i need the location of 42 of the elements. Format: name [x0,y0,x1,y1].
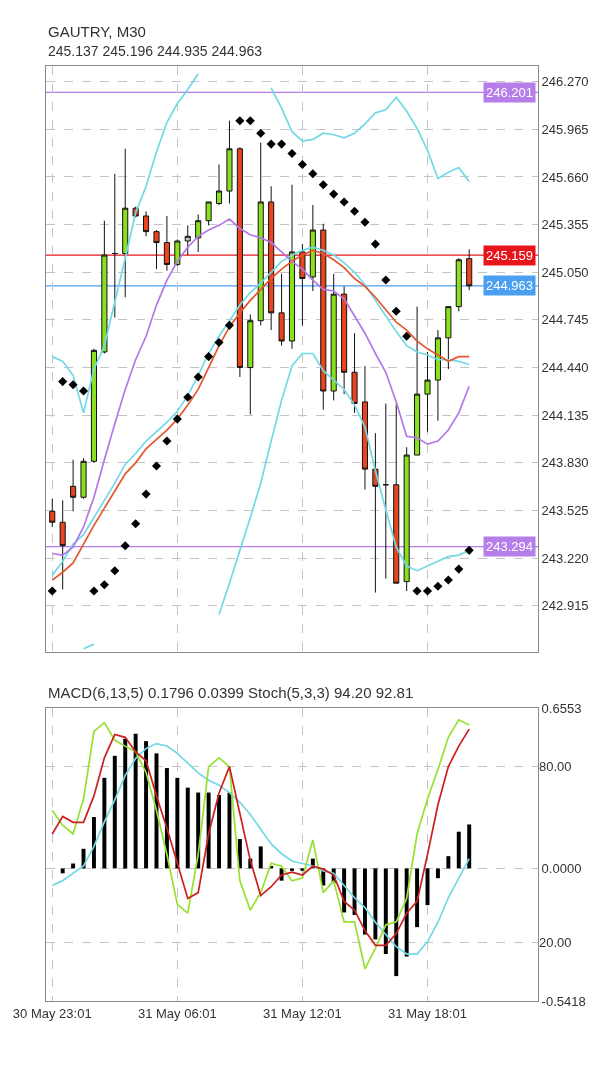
bar [227,792,232,869]
y2-tick-label: 80.00 [539,759,572,775]
bar [217,794,222,869]
y-tick-label: 242.915 [541,598,589,614]
point [89,586,99,596]
bar [373,868,378,940]
chart-title: MACD(6,13,5) 0.1796 0.0399 Stoch(5,3,3) 94.20 92.81 [48,684,414,701]
bar [91,817,96,869]
bar [123,738,128,869]
point [110,566,120,576]
point [412,586,422,596]
y-tick-label: 0.0000 [541,860,582,876]
bar [112,755,117,869]
point [433,581,443,591]
bar [300,868,305,871]
bar [290,868,294,871]
x-tick-label: 31 May 18:01 [388,1005,467,1021]
y2-tick-label: 20.00 [539,934,572,950]
bar [185,787,190,869]
y-tick-label: 0.6553 [541,700,582,716]
point [47,586,57,596]
point [443,575,453,585]
bar [144,741,149,869]
bar [456,831,461,869]
x-tick-label: 30 May 23:01 [12,1005,92,1021]
bar [467,824,472,869]
bar [394,868,399,977]
bar [258,846,263,869]
y-tick-label: -0.5418 [541,993,586,1009]
bar [60,868,65,874]
bar [175,777,180,869]
point [422,586,433,596]
x-tick-label: 31 May 12:01 [263,1005,342,1021]
bar [133,733,138,869]
bar [102,777,107,869]
bar [415,868,420,928]
bar [446,856,451,869]
point [454,564,464,574]
bar [435,868,440,879]
point [99,580,109,590]
bar [362,868,367,935]
x-tick-label: 31 May 06:01 [137,1005,217,1021]
